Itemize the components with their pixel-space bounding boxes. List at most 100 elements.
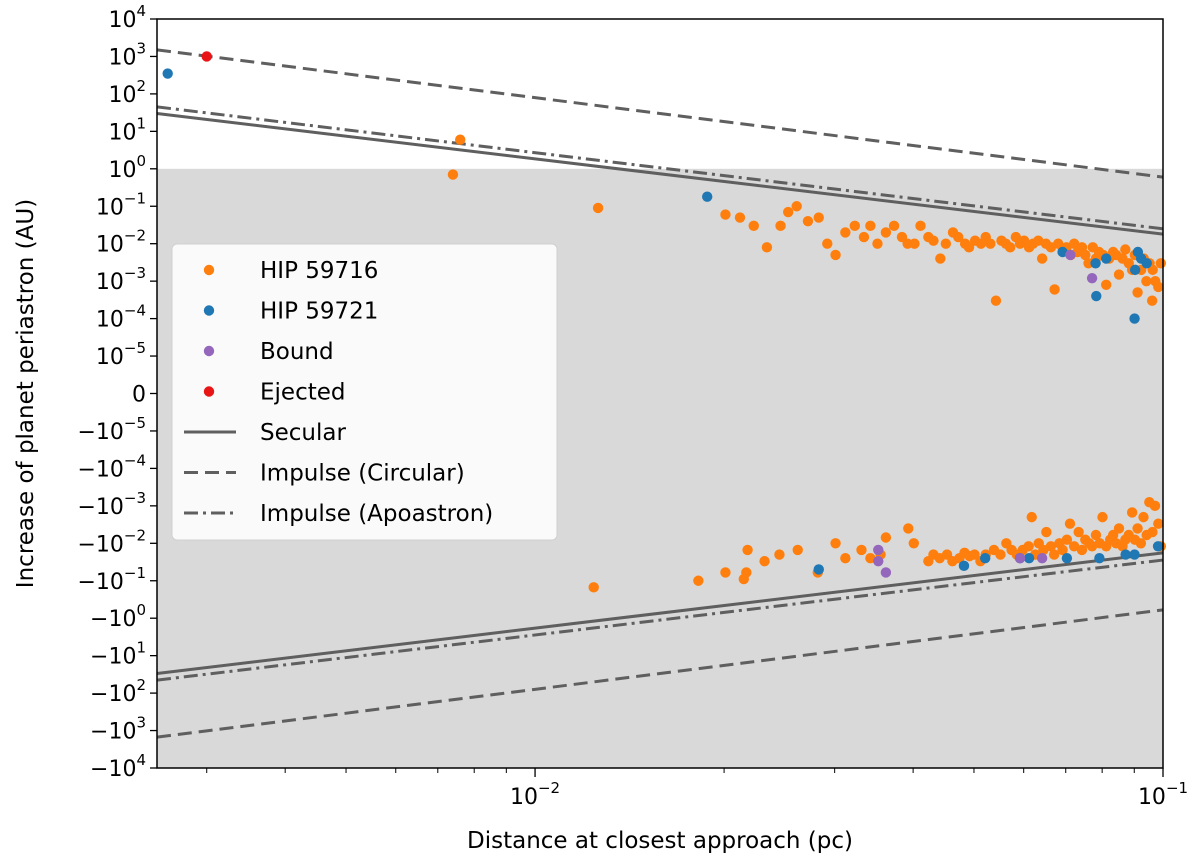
point-hip-59721 bbox=[1090, 258, 1101, 269]
point-hip-59721 bbox=[1129, 313, 1140, 324]
point-hip-59721 bbox=[813, 564, 824, 575]
point-hip-59716 bbox=[1026, 511, 1037, 523]
point-hip-59716 bbox=[1004, 242, 1016, 253]
y-tick-label: 100 bbox=[108, 152, 146, 183]
point-hip-59716 bbox=[908, 538, 919, 549]
legend-label: Ejected bbox=[260, 380, 346, 406]
point-hip-59716 bbox=[928, 235, 939, 246]
point-hip-59716 bbox=[1132, 523, 1143, 534]
line-impulse-apoastron-negative bbox=[156, 558, 1164, 682]
point-hip-59716 bbox=[830, 249, 841, 261]
point-hip-59716 bbox=[1113, 523, 1125, 534]
legend-key-bound bbox=[203, 345, 215, 357]
point-hip-59721 bbox=[958, 560, 970, 572]
legend-label: HIP 59716 bbox=[260, 258, 378, 284]
x-axis: 10−2 10−1 bbox=[206, 768, 1188, 810]
point-hip-59716 bbox=[840, 227, 851, 238]
point-hip-59716 bbox=[741, 567, 752, 578]
legend-key-hip-59716 bbox=[203, 264, 215, 276]
point-bound bbox=[1086, 272, 1098, 284]
point-hip-59716 bbox=[1068, 541, 1080, 552]
y-axis-title: Increase of planet periastron (AU) bbox=[13, 199, 39, 588]
point-hip-59716 bbox=[953, 231, 964, 243]
point-bound bbox=[1036, 553, 1048, 564]
point-hip-59716 bbox=[693, 575, 704, 586]
legend-label: Bound bbox=[260, 339, 334, 365]
point-hip-59716 bbox=[909, 238, 920, 249]
point-hip-59716 bbox=[1126, 507, 1138, 518]
point-hip-59716 bbox=[822, 238, 833, 249]
point-hip-59716 bbox=[748, 220, 759, 232]
point-hip-59716 bbox=[840, 553, 851, 564]
point-bound bbox=[1065, 249, 1076, 261]
point-hip-59716 bbox=[903, 523, 914, 534]
point-hip-59716 bbox=[1147, 526, 1158, 538]
point-hip-59716 bbox=[1041, 526, 1052, 538]
point-hip-59716 bbox=[858, 231, 870, 243]
point-hip-59716 bbox=[1073, 526, 1084, 538]
point-hip-59716 bbox=[1080, 249, 1091, 261]
y-tick-label: −103 bbox=[90, 714, 146, 745]
y-tick-label: 101 bbox=[108, 114, 146, 145]
y-tick-label: −10−5 bbox=[77, 414, 146, 445]
point-hip-59716 bbox=[792, 544, 803, 556]
point-hip-59716 bbox=[1138, 511, 1149, 523]
y-tick-label: 10−3 bbox=[96, 264, 146, 295]
point-hip-59721 bbox=[1061, 553, 1073, 564]
point-hip-59721 bbox=[1101, 253, 1112, 264]
point-hip-59716 bbox=[720, 567, 731, 578]
point-ejected bbox=[201, 51, 212, 62]
legend-label: Impulse (Apoastron) bbox=[260, 501, 493, 527]
legend-label: Secular bbox=[260, 420, 346, 446]
point-hip-59716 bbox=[1097, 511, 1108, 523]
y-tick-label: −10−4 bbox=[77, 451, 146, 482]
point-hip-59716 bbox=[880, 532, 892, 543]
legend-box bbox=[171, 243, 558, 541]
data-points bbox=[162, 51, 1167, 593]
point-hip-59716 bbox=[990, 295, 1002, 306]
point-hip-59716 bbox=[865, 220, 876, 232]
point-hip-59721 bbox=[1120, 549, 1131, 560]
point-hip-59716 bbox=[915, 220, 926, 232]
y-tick-label: −10−1 bbox=[77, 564, 146, 595]
point-hip-59716 bbox=[1153, 518, 1164, 529]
point-hip-59716 bbox=[1141, 275, 1152, 287]
point-hip-59716 bbox=[1135, 538, 1147, 549]
line-impulse-circular-positive bbox=[156, 48, 1164, 179]
point-hip-59716 bbox=[1155, 258, 1167, 269]
y-tick-label: 102 bbox=[108, 77, 146, 108]
point-bound bbox=[873, 555, 884, 567]
point-hip-59716 bbox=[742, 544, 753, 556]
point-hip-59716 bbox=[1023, 541, 1034, 552]
line-secular-negative bbox=[156, 551, 1164, 676]
point-bound bbox=[1014, 553, 1026, 564]
point-hip-59716 bbox=[1132, 287, 1143, 298]
point-hip-59716 bbox=[447, 169, 459, 180]
y-tick-label: −102 bbox=[90, 676, 146, 707]
point-hip-59716 bbox=[813, 212, 824, 223]
point-hip-59721 bbox=[979, 553, 991, 564]
y-tick-label: 10−2 bbox=[96, 227, 146, 258]
point-hip-59721 bbox=[1023, 553, 1035, 564]
y-tick-label: −101 bbox=[90, 639, 146, 670]
point-hip-59716 bbox=[1048, 549, 1060, 560]
point-hip-59721 bbox=[1141, 258, 1152, 269]
point-hip-59716 bbox=[940, 238, 952, 249]
x-tick-label: 10−2 bbox=[510, 779, 560, 810]
y-tick-label: 10−4 bbox=[96, 302, 146, 333]
point-hip-59716 bbox=[759, 555, 770, 567]
point-hip-59716 bbox=[791, 201, 802, 212]
point-hip-59716 bbox=[1057, 544, 1068, 556]
y-tick-label: 10−1 bbox=[96, 189, 146, 220]
point-hip-59716 bbox=[1149, 500, 1161, 512]
point-hip-59721 bbox=[1091, 290, 1102, 302]
point-hip-59716 bbox=[775, 220, 786, 232]
line-secular-positive bbox=[156, 111, 1164, 236]
legend-key-hip-59721 bbox=[203, 305, 215, 316]
point-hip-59716 bbox=[963, 242, 975, 253]
point-hip-59716 bbox=[856, 544, 867, 556]
point-hip-59721 bbox=[1129, 549, 1140, 560]
point-hip-59716 bbox=[1076, 544, 1088, 556]
point-hip-59716 bbox=[1147, 264, 1158, 276]
